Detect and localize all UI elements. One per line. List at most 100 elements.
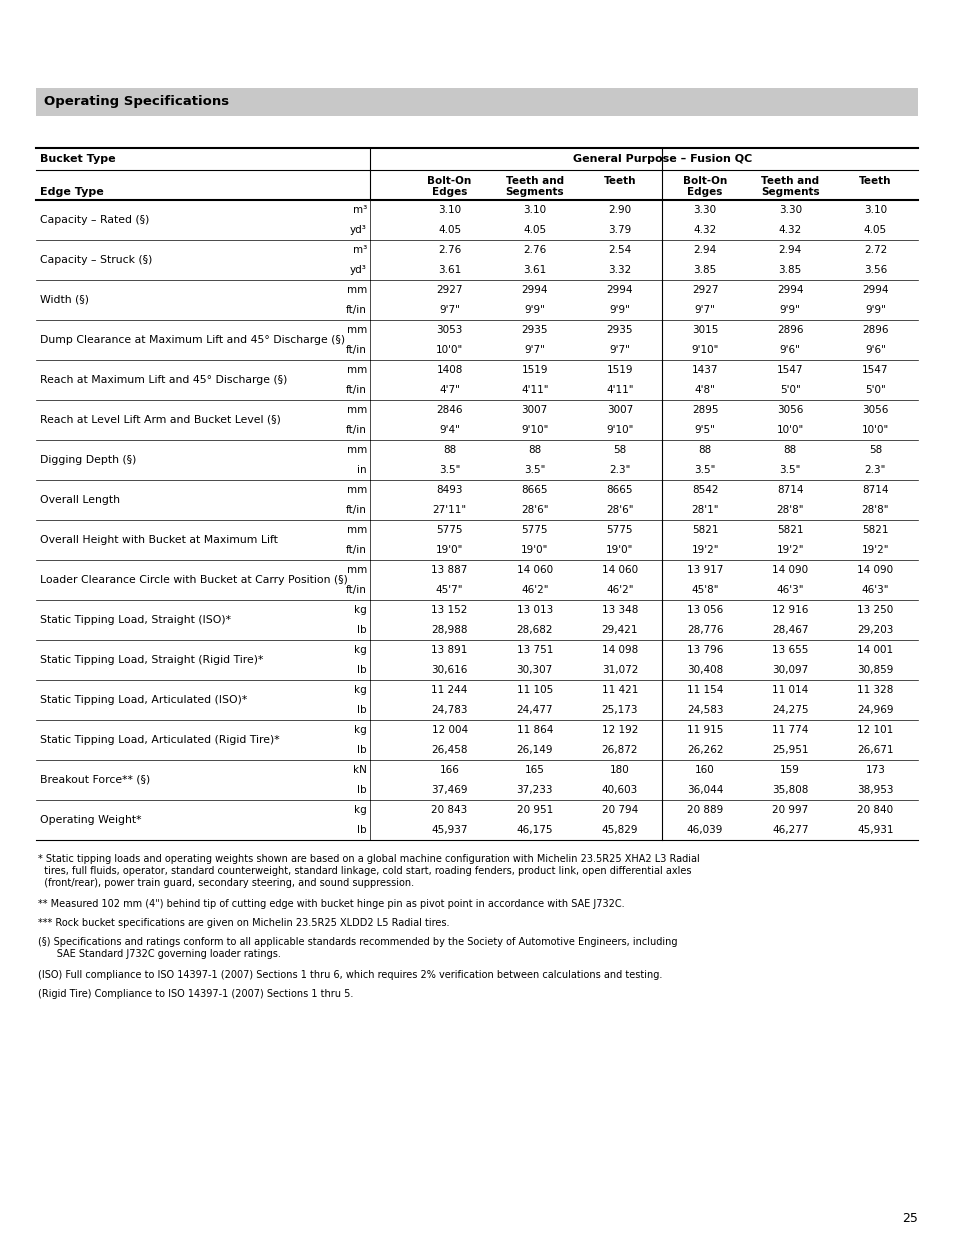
- Bar: [36, 88, 917, 116]
- Text: mm: mm: [346, 285, 367, 295]
- Text: (ISO) Full compliance to ISO 14397-1 (2007) Sections 1 thru 6, which requires 2%: (ISO) Full compliance to ISO 14397-1 (20…: [38, 969, 661, 981]
- Text: 5821: 5821: [862, 525, 888, 535]
- Text: Teeth and: Teeth and: [760, 175, 819, 185]
- Text: 1547: 1547: [776, 366, 802, 375]
- Text: 8714: 8714: [862, 485, 888, 495]
- Text: kN: kN: [353, 764, 367, 776]
- Text: 1437: 1437: [691, 366, 718, 375]
- Text: 24,583: 24,583: [686, 705, 722, 715]
- Text: 2.54: 2.54: [608, 245, 631, 254]
- Text: 25,173: 25,173: [601, 705, 638, 715]
- Text: Segments: Segments: [505, 186, 563, 196]
- Text: 11 915: 11 915: [686, 725, 722, 735]
- Text: 3.61: 3.61: [522, 266, 546, 275]
- Text: 35,808: 35,808: [771, 785, 807, 795]
- Text: 9'9": 9'9": [524, 305, 544, 315]
- Text: 9'10": 9'10": [520, 425, 548, 435]
- Text: 45,937: 45,937: [431, 825, 467, 835]
- Text: lb: lb: [357, 664, 367, 676]
- Text: 29,421: 29,421: [601, 625, 638, 635]
- Text: 2994: 2994: [606, 285, 633, 295]
- Text: *** Rock bucket specifications are given on Michelin 23.5R25 XLDD2 L5 Radial tir: *** Rock bucket specifications are given…: [38, 918, 449, 927]
- Text: 19'0": 19'0": [436, 545, 463, 555]
- Text: 2.3": 2.3": [609, 466, 630, 475]
- Text: 180: 180: [609, 764, 629, 776]
- Text: 2.76: 2.76: [522, 245, 546, 254]
- Text: 25,951: 25,951: [771, 745, 807, 755]
- Text: 13 751: 13 751: [516, 645, 553, 655]
- Text: 26,149: 26,149: [516, 745, 553, 755]
- Text: mm: mm: [346, 564, 367, 576]
- Text: 3.5": 3.5": [779, 466, 801, 475]
- Text: 12 916: 12 916: [771, 605, 807, 615]
- Text: 5'0": 5'0": [779, 385, 800, 395]
- Text: 11 014: 11 014: [771, 685, 807, 695]
- Text: 4.05: 4.05: [437, 225, 460, 235]
- Text: 3.56: 3.56: [862, 266, 886, 275]
- Text: ft/in: ft/in: [346, 425, 367, 435]
- Text: 14 060: 14 060: [517, 564, 552, 576]
- Text: 13 013: 13 013: [517, 605, 553, 615]
- Text: 14 098: 14 098: [601, 645, 638, 655]
- Text: Overall Length: Overall Length: [40, 495, 120, 505]
- Text: mm: mm: [346, 525, 367, 535]
- Text: yd³: yd³: [350, 266, 367, 275]
- Text: Edges: Edges: [687, 186, 722, 196]
- Text: 3007: 3007: [606, 405, 633, 415]
- Text: 5821: 5821: [776, 525, 802, 535]
- Text: Loader Clearance Circle with Bucket at Carry Position (§): Loader Clearance Circle with Bucket at C…: [40, 576, 348, 585]
- Text: 31,072: 31,072: [601, 664, 638, 676]
- Text: 30,859: 30,859: [857, 664, 893, 676]
- Text: 14 060: 14 060: [601, 564, 638, 576]
- Text: 88: 88: [698, 445, 711, 454]
- Text: 10'0": 10'0": [436, 345, 463, 354]
- Text: 4.05: 4.05: [522, 225, 546, 235]
- Text: 11 154: 11 154: [686, 685, 722, 695]
- Text: Bucket Type: Bucket Type: [40, 154, 115, 164]
- Text: 160: 160: [695, 764, 714, 776]
- Text: Capacity – Struck (§): Capacity – Struck (§): [40, 254, 152, 266]
- Text: 5775: 5775: [606, 525, 633, 535]
- Text: 3007: 3007: [521, 405, 547, 415]
- Text: 11 421: 11 421: [601, 685, 638, 695]
- Text: Static Tipping Load, Straight (Rigid Tire)*: Static Tipping Load, Straight (Rigid Tir…: [40, 655, 263, 664]
- Text: 14 090: 14 090: [771, 564, 807, 576]
- Text: 19'0": 19'0": [520, 545, 548, 555]
- Text: in: in: [357, 466, 367, 475]
- Text: m³: m³: [353, 205, 367, 215]
- Text: m³: m³: [353, 245, 367, 254]
- Text: 28'6": 28'6": [605, 505, 633, 515]
- Text: 2.94: 2.94: [778, 245, 801, 254]
- Text: 46'3": 46'3": [861, 585, 888, 595]
- Text: 13 887: 13 887: [431, 564, 467, 576]
- Text: 30,408: 30,408: [686, 664, 722, 676]
- Text: 40,603: 40,603: [601, 785, 638, 795]
- Text: 166: 166: [439, 764, 459, 776]
- Text: 26,262: 26,262: [686, 745, 722, 755]
- Text: 1519: 1519: [521, 366, 547, 375]
- Text: 3015: 3015: [691, 325, 718, 335]
- Text: (front/rear), power train guard, secondary steering, and sound suppression.: (front/rear), power train guard, seconda…: [38, 878, 414, 888]
- Text: 4.32: 4.32: [778, 225, 801, 235]
- Text: 4'7": 4'7": [438, 385, 459, 395]
- Text: 8665: 8665: [521, 485, 547, 495]
- Text: 12 101: 12 101: [857, 725, 893, 735]
- Text: 13 891: 13 891: [431, 645, 467, 655]
- Text: Overall Height with Bucket at Maximum Lift: Overall Height with Bucket at Maximum Li…: [40, 535, 277, 545]
- Text: 2.76: 2.76: [437, 245, 460, 254]
- Text: 19'2": 19'2": [861, 545, 888, 555]
- Text: 12 192: 12 192: [601, 725, 638, 735]
- Text: 3.85: 3.85: [778, 266, 801, 275]
- Text: lb: lb: [357, 705, 367, 715]
- Text: 11 774: 11 774: [771, 725, 807, 735]
- Text: 5775: 5775: [521, 525, 547, 535]
- Text: Teeth: Teeth: [859, 175, 891, 185]
- Text: 28,988: 28,988: [431, 625, 467, 635]
- Text: 27'11": 27'11": [432, 505, 466, 515]
- Text: 20 951: 20 951: [517, 805, 553, 815]
- Text: mm: mm: [346, 366, 367, 375]
- Text: 8493: 8493: [436, 485, 462, 495]
- Text: 46,175: 46,175: [516, 825, 553, 835]
- Text: 2896: 2896: [862, 325, 888, 335]
- Text: 45,931: 45,931: [856, 825, 893, 835]
